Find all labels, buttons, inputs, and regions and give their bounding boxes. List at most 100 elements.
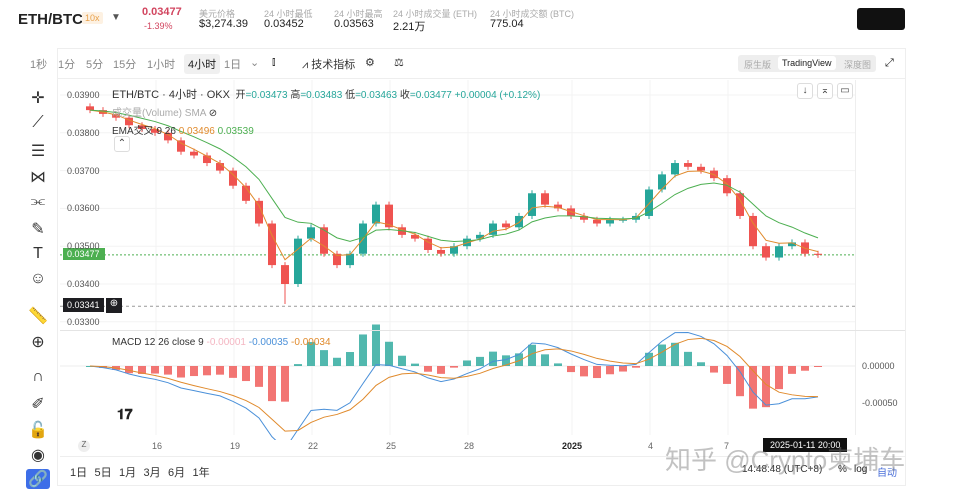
pair-title[interactable]: ETH/BTC [18,11,83,28]
link-icon[interactable]: 🔗 [26,469,50,489]
time-axis-label: 16 [152,441,163,451]
emoji-icon[interactable]: ☺ [29,270,47,287]
timezone-button[interactable]: Z [78,440,90,452]
view-native[interactable]: 原生版 [744,60,772,70]
stat-label: 美元价格 [199,9,236,19]
auto-toggle[interactable]: 自动 [877,468,897,479]
tradingview-logo[interactable]: 𝟏𝟕 [117,406,133,422]
interval-4[interactable]: 1小时 [147,59,176,71]
candle-type-icon[interactable]: ⫾ [272,56,276,68]
macd-histogram-bar [749,366,757,409]
range-2[interactable]: 1月 [119,467,137,479]
macd-histogram-bar [281,366,289,402]
collapse-pane-button[interactable]: ⌅ [817,83,833,99]
zoom-in-icon[interactable]: ⊕ [31,334,45,351]
add-alert-icon[interactable]: ⊕ [106,298,122,313]
scroll-down-button[interactable]: ↓ [797,83,813,99]
text-icon[interactable]: T [33,245,43,262]
crosshair-time-tag: 2025-01-11 20:00 [763,438,848,452]
range-1[interactable]: 5日 [94,467,112,479]
view-tradingview[interactable]: TradingView [778,56,836,70]
range-5[interactable]: 1年 [192,467,210,479]
time-axis-label: 7 [724,441,730,451]
high-label: 高 [290,90,301,101]
candle [346,253,354,266]
crosshair-icon[interactable]: ✛ [31,90,45,107]
percent-toggle[interactable]: % [838,464,847,475]
price-chart[interactable] [60,80,855,440]
interval-6[interactable]: 1日 [224,59,242,71]
range-0[interactable]: 1日 [70,467,88,479]
brush-icon[interactable]: ✎ [31,221,45,238]
stat-label: 24 小时成交额 (BTC) [490,9,575,19]
range-3[interactable]: 3月 [143,467,161,479]
volume-legend[interactable]: 成交量(Volume) SMA ⊘ [112,104,217,119]
interval-1[interactable]: 1分 [58,59,76,71]
axis-divider [855,80,856,435]
ruler-icon[interactable]: 📏 [28,308,48,325]
settings-icon[interactable]: ⚙ [365,57,375,69]
high-value: =0.03483 [300,90,343,101]
macd-histogram-bar [463,360,471,366]
candle [424,238,432,250]
lock-draw-icon[interactable]: ✐ [31,396,45,413]
candle [307,227,315,239]
candle [489,223,497,235]
macd-histogram-bar [359,334,367,366]
trendline-icon[interactable]: ⟋ [32,114,44,131]
divider [60,456,905,457]
interval-3[interactable]: 15分 [113,59,137,71]
macd-histogram-bar [450,366,458,368]
price-axis-label: 0.03400 [67,279,100,289]
pattern-icon[interactable]: ⋈ [30,169,46,186]
compare-icon[interactable]: ⚖ [394,57,404,69]
range-4[interactable]: 6月 [168,467,186,479]
pane-divider[interactable] [60,330,905,331]
macd-histogram-bar [437,366,445,374]
price-axis-label: 0.03700 [67,165,100,176]
open-value: =0.03473 [245,90,288,101]
collapse-legend-button[interactable]: ⌃ [114,136,130,152]
macd-histogram-bar [567,366,575,373]
indicators-label: 技术指标 [311,59,356,71]
last-price-tag: 0.03477 [63,248,105,260]
candle [684,163,692,167]
log-toggle[interactable]: log [854,464,868,475]
macd-histogram-bar [762,366,770,408]
candle [658,174,666,190]
hidden-eye-icon[interactable]: ⊘ [208,108,218,119]
projection-icon[interactable]: ⫘ [30,193,46,210]
indicators-button[interactable]: ⩘ 技术指标 [302,59,356,71]
macd-histogram-bar [554,363,562,366]
macd-histogram-bar [502,355,510,366]
interval-5[interactable]: 4小时 [184,54,221,74]
fib-icon[interactable]: ☰ [30,143,46,160]
time-axis-label: 4 [648,441,654,451]
macd-histogram-bar [489,351,497,366]
candle [736,193,744,216]
fullscreen-icon[interactable]: ⤢ [885,57,894,69]
macd-legend[interactable]: MACD 12 26 close 9 -0.00001 -0.00035 -0.… [112,337,331,348]
ema-legend[interactable]: EMA交叉 9 26 0.03496 0.03539 [112,122,254,137]
leverage-badge: 10x [82,12,103,24]
interval-dropdown-icon[interactable]: ⌄ [250,57,260,69]
maximize-pane-button[interactable]: ▭ [837,83,853,99]
magnet-icon[interactable]: ∩ [32,368,44,385]
macd-histogram-bar [203,366,211,376]
view-depth[interactable]: 深度图 [844,60,872,70]
lock-icon[interactable]: 🔓 [28,422,48,439]
account-button[interactable] [857,8,905,30]
interval-2[interactable]: 5分 [86,59,104,71]
time-axis-label: 2025 [562,441,583,451]
ema-slow-value: 0.03539 [217,126,254,137]
candle [619,219,627,221]
interval-0[interactable]: 1秒 [30,59,48,71]
macd-histogram-bar [723,366,731,384]
macd-histogram-bar [528,344,536,366]
eye-icon[interactable]: ◉ [31,447,45,464]
ema-slow-line [89,109,819,243]
view-switcher: 原生版 TradingView 深度图 [738,55,876,72]
pair-dropdown-icon[interactable]: ▼ [111,12,121,23]
macd-histogram-bar [125,366,133,374]
candle [749,215,757,247]
